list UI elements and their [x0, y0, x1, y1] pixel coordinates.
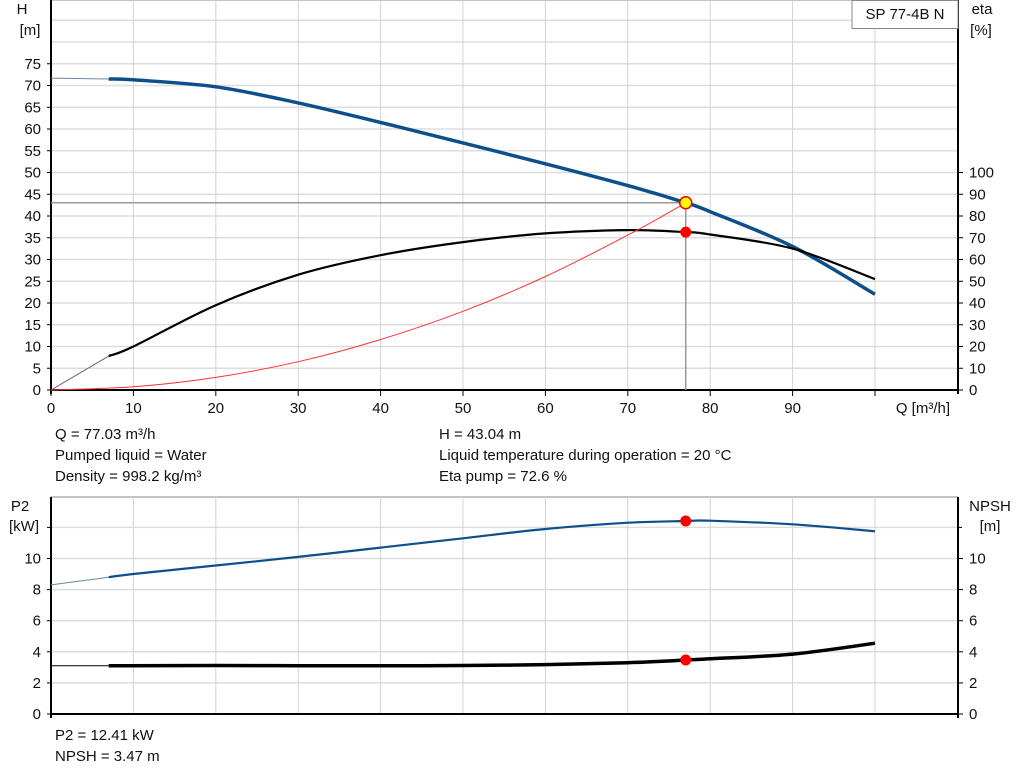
y-left-tick-label: 8	[33, 582, 41, 599]
x-tick-label: 70	[619, 400, 636, 417]
y-left-tick-label: 10	[24, 339, 41, 356]
y-left-tick-label: 70	[24, 78, 41, 95]
x-tick-label: 40	[372, 400, 389, 417]
y-left-tick-label: 30	[24, 252, 41, 269]
y-left-unit: [m]	[20, 22, 41, 39]
y-left-tick-label: 20	[24, 295, 41, 312]
legend-title: SP 77-4B N	[866, 6, 945, 23]
p2-operating-point	[680, 515, 692, 527]
head-curve-extrapolated	[50, 77, 109, 80]
y-right-tick-label: 20	[969, 339, 986, 356]
y-left-tick-label: 5	[33, 360, 41, 377]
y-left-tick-label: 0	[33, 382, 41, 399]
y-right-tick-label: 8	[969, 582, 977, 599]
npsh-readout: NPSH = 3.47 m	[55, 748, 160, 765]
y-right-tick-label: 80	[969, 208, 986, 225]
p2-readout: P2 = 12.41 kW	[55, 727, 154, 744]
temperature-readout: Liquid temperature during operation = 20…	[439, 447, 732, 464]
x-tick-label: 80	[702, 400, 719, 417]
y-right-tick-label: 60	[969, 252, 986, 269]
x-tick-label: 30	[290, 400, 307, 417]
y-left-label: P2	[11, 498, 29, 515]
y-right-tick-label: 40	[969, 295, 986, 312]
y-left-tick-label: 4	[33, 644, 41, 661]
y-left-tick-label: 25	[24, 273, 41, 290]
x-tick-label: 0	[47, 400, 55, 417]
x-axis-label: Q [m³/h]	[896, 400, 950, 417]
y-right-tick-label: 0	[969, 706, 977, 723]
head-curve	[108, 77, 876, 296]
performance-chart: 0 5 10 15 20 25 30 35 40 45 50 55 60 65 70 75 0 10 20 30 40 5…	[17, 0, 994, 417]
y-right-tick-label: 70	[969, 230, 986, 247]
system-curve	[50, 202, 686, 391]
head-readout: H = 43.04 m	[439, 426, 522, 443]
y-right-tick-label: 0	[969, 382, 977, 399]
efficiency-operating-point	[680, 226, 692, 238]
y-left-tick-label: 40	[24, 208, 41, 225]
y-left-tick-label: 10	[24, 551, 41, 568]
y-left-tick-label: 65	[24, 99, 41, 116]
y-right-tick-label: 100	[969, 165, 994, 182]
y-right-tick-label: 6	[969, 613, 977, 630]
legend-box	[851, 0, 959, 29]
y-left-tick-label: 0	[33, 706, 41, 723]
x-tick-label: 20	[207, 400, 224, 417]
x-tick-label: 90	[784, 400, 801, 417]
y-right-tick-label: 10	[969, 360, 986, 377]
x-tick-label: 60	[537, 400, 554, 417]
npsh-curve	[108, 641, 876, 668]
y-left-tick-label: 6	[33, 613, 41, 630]
efficiency-curve	[108, 228, 876, 358]
duty-point	[678, 196, 693, 210]
y-left-tick-label: 55	[24, 143, 41, 160]
npsh-operating-point	[680, 654, 692, 666]
x-tick-label: 50	[455, 400, 472, 417]
y-left-tick-label: 50	[24, 165, 41, 182]
y-left-tick-label: 75	[24, 56, 41, 73]
y-left-tick-label: 15	[24, 317, 41, 334]
y-right-tick-label: 10	[969, 551, 986, 568]
y-right-label: NPSH	[969, 498, 1011, 515]
eta-readout: Eta pump = 72.6 %	[439, 468, 567, 485]
density-readout: Density = 998.2 kg/m³	[55, 468, 202, 485]
p2-curve-extrapolated	[50, 576, 109, 586]
efficiency-curve-extrapolated	[50, 355, 109, 391]
y-left-tick-label: 2	[33, 675, 41, 692]
y-left-tick-label: 45	[24, 186, 41, 203]
flow-readout: Q = 77.03 m³/h	[55, 426, 156, 443]
y-right-unit: [m]	[980, 518, 1001, 535]
y-right-tick-label: 30	[969, 317, 986, 334]
y-right-tick-label: 2	[969, 675, 977, 692]
y-left-tick-label: 35	[24, 230, 41, 247]
y-left-tick-label: 60	[24, 121, 41, 138]
x-tick-label: 10	[125, 400, 142, 417]
y-left-label: H	[17, 1, 28, 18]
y-right-label: eta	[972, 1, 994, 18]
y-right-tick-label: 50	[969, 273, 986, 290]
p2-curve	[108, 519, 876, 579]
y-right-tick-label: 4	[969, 644, 977, 661]
pumped-liquid-readout: Pumped liquid = Water	[55, 447, 207, 464]
y-right-unit: [%]	[970, 22, 992, 39]
y-left-unit: [kW]	[9, 518, 39, 535]
y-right-tick-label: 90	[969, 186, 986, 203]
